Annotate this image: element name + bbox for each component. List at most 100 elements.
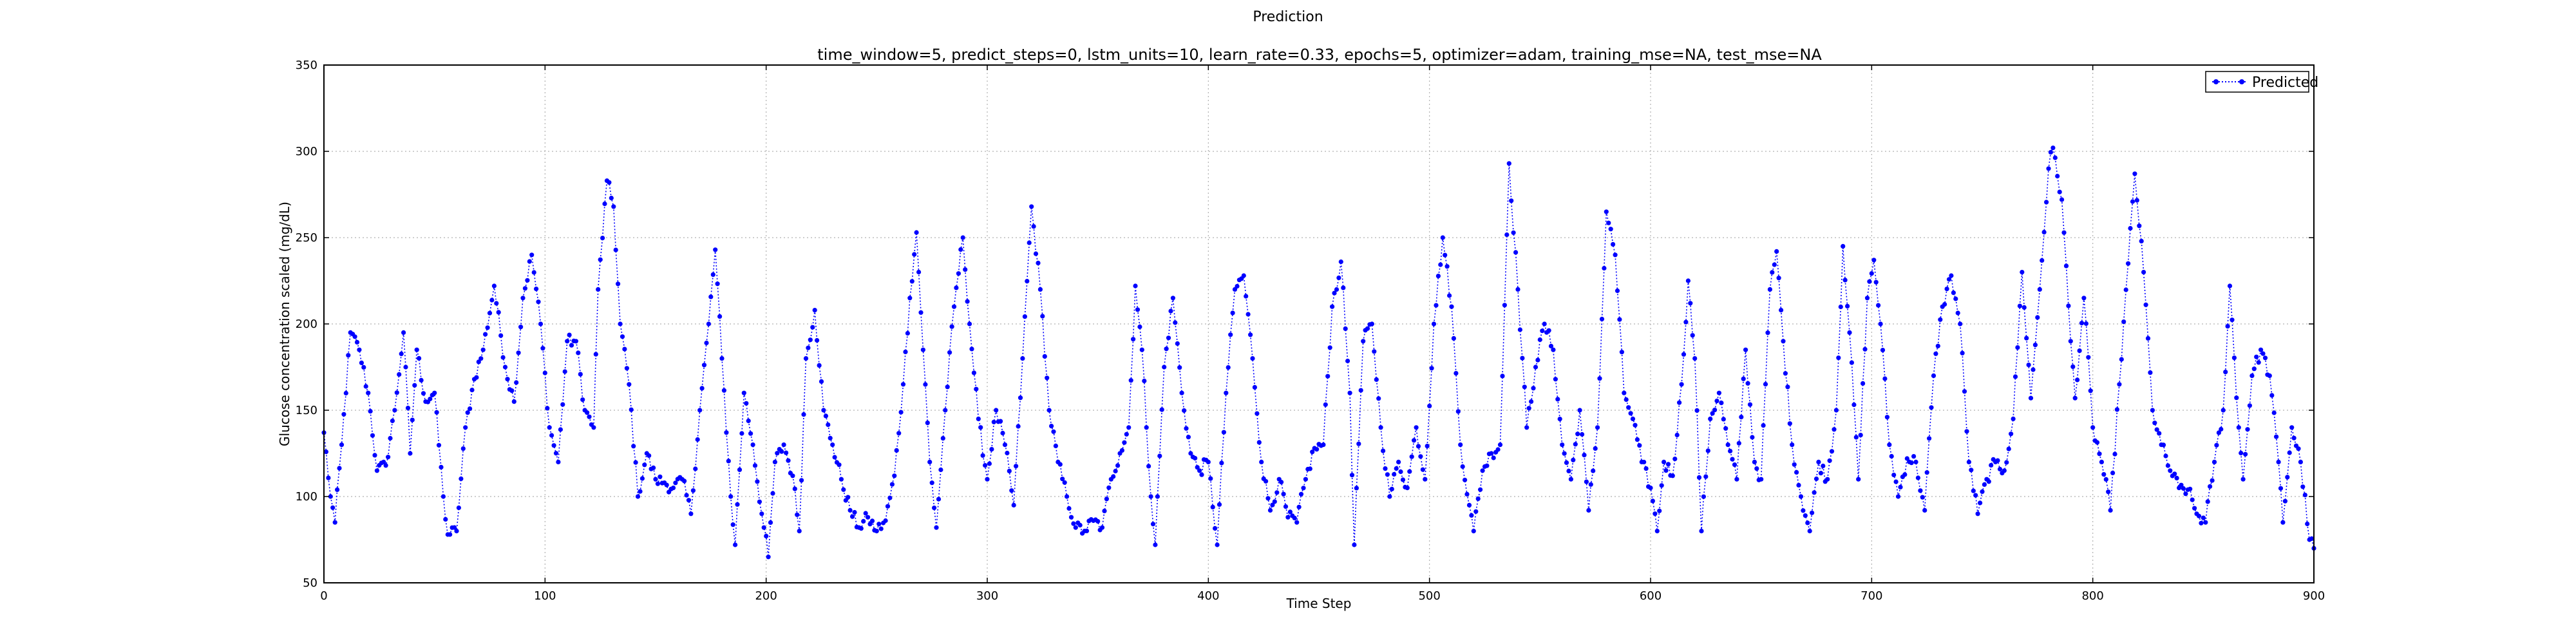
- data-point: [421, 391, 426, 396]
- data-point: [1909, 460, 1914, 466]
- data-point: [1719, 401, 1724, 406]
- data-point: [1259, 459, 1264, 465]
- data-point: [2068, 339, 2073, 344]
- data-point: [2114, 407, 2119, 412]
- legend-marker-right: [2239, 79, 2244, 84]
- data-point: [2298, 459, 2303, 465]
- data-point: [1356, 441, 1361, 446]
- data-point: [1018, 395, 1023, 401]
- data-point: [419, 377, 424, 383]
- data-point: [2205, 499, 2210, 504]
- data-point: [1604, 209, 1609, 214]
- data-point: [846, 495, 851, 500]
- data-point: [883, 518, 888, 524]
- data-point: [1982, 482, 1987, 488]
- data-point: [468, 406, 473, 412]
- data-point: [748, 431, 753, 436]
- data-point: [2108, 507, 2113, 513]
- data-point: [801, 412, 806, 417]
- data-point: [1292, 515, 1297, 521]
- data-point: [547, 425, 552, 430]
- data-point: [1011, 502, 1016, 508]
- data-point: [2260, 351, 2266, 356]
- data-point: [1895, 494, 1901, 499]
- data-point: [1195, 465, 1200, 470]
- data-point: [1285, 515, 1291, 520]
- data-point: [1241, 273, 1246, 278]
- data-point: [1721, 417, 1726, 422]
- data-point: [1763, 382, 1768, 387]
- data-point: [1606, 220, 1611, 225]
- data-point: [529, 252, 535, 258]
- data-point: [1779, 308, 1784, 313]
- data-point: [386, 455, 391, 460]
- data-point: [2280, 520, 2286, 525]
- data-point: [2216, 430, 2221, 435]
- data-point: [815, 337, 820, 343]
- data-point: [540, 346, 545, 351]
- data-point: [684, 493, 689, 498]
- data-point: [1332, 290, 1337, 296]
- data-point: [699, 386, 705, 391]
- data-point: [1427, 403, 1432, 409]
- data-point: [1022, 314, 1027, 319]
- data-point: [459, 476, 464, 482]
- data-point: [1497, 442, 1503, 448]
- data-point: [1133, 283, 1138, 289]
- data-point: [810, 325, 815, 330]
- data-point: [905, 330, 910, 336]
- data-point: [1679, 382, 1684, 387]
- data-point: [635, 494, 641, 499]
- data-point: [1546, 328, 1551, 333]
- data-point: [613, 247, 618, 252]
- data-point: [1933, 351, 1938, 356]
- data-point: [795, 512, 800, 517]
- data-point: [1148, 494, 1153, 499]
- data-point: [1971, 488, 1976, 493]
- data-point: [460, 446, 466, 451]
- data-point: [1434, 303, 1439, 308]
- data-point: [1244, 294, 1249, 299]
- data-point: [898, 410, 904, 415]
- data-point: [1642, 459, 1647, 465]
- data-point: [878, 526, 884, 531]
- data-point: [565, 339, 570, 344]
- y-tick-label: 100: [296, 490, 317, 504]
- data-point: [2154, 427, 2159, 432]
- data-point: [1628, 411, 1633, 416]
- data-point: [713, 247, 718, 252]
- data-point: [1582, 453, 1587, 458]
- data-point: [735, 502, 740, 507]
- data-point: [1643, 466, 1649, 471]
- data-point: [951, 304, 957, 309]
- data-point: [2002, 468, 2007, 473]
- data-point: [1206, 459, 1211, 465]
- data-point: [1783, 371, 1788, 376]
- legend-label-predicted: Predicted: [2252, 75, 2318, 91]
- data-point: [806, 345, 811, 350]
- data-point: [721, 388, 726, 393]
- data-point: [609, 195, 614, 201]
- data-point: [1975, 511, 1980, 516]
- data-point: [2026, 363, 2031, 368]
- data-point: [733, 542, 738, 547]
- data-point: [1535, 357, 1540, 363]
- data-point: [1564, 460, 1569, 466]
- data-point: [638, 489, 643, 494]
- data-point: [573, 339, 579, 344]
- data-point: [1781, 339, 1786, 344]
- data-point: [912, 252, 917, 257]
- data-point: [757, 499, 762, 504]
- data-point: [1066, 506, 1072, 511]
- data-point: [2227, 283, 2233, 289]
- data-point: [1099, 525, 1105, 530]
- data-point: [1694, 408, 1700, 413]
- data-point: [1836, 355, 1841, 361]
- data-point: [1887, 442, 1892, 448]
- data-point: [1502, 303, 1507, 308]
- data-point: [1852, 402, 1857, 408]
- data-point: [390, 418, 395, 424]
- data-point: [361, 365, 366, 370]
- data-point: [1347, 390, 1352, 395]
- grid: [324, 65, 2314, 583]
